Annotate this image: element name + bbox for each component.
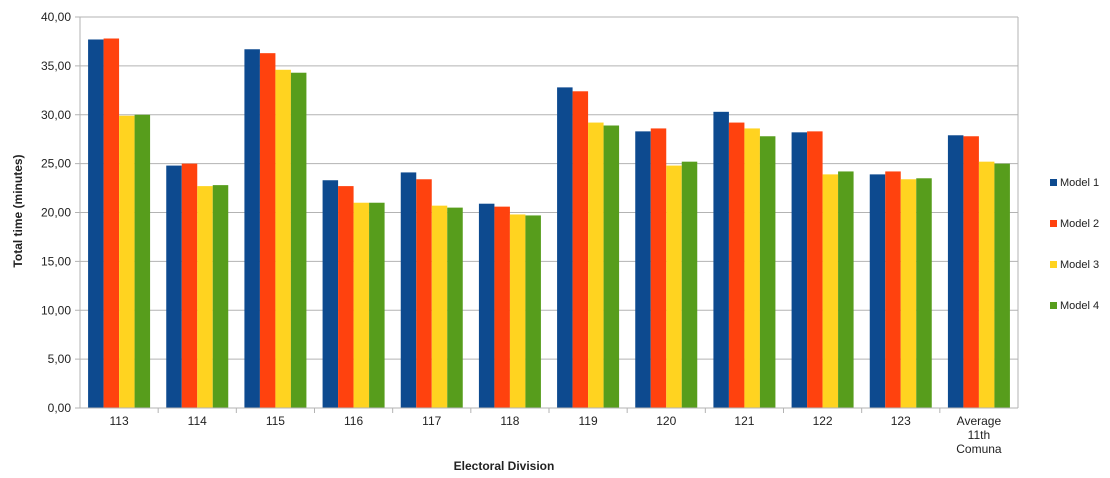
x-tick-label: 116 [344,414,363,428]
y-tick-label: 35,00 [41,59,71,73]
bar-model-1 [791,132,808,408]
bar-model-1 [400,172,417,408]
bar-model-3 [431,205,448,408]
y-tick-label: 10,00 [41,303,71,317]
x-tick-label: 119 [579,414,598,428]
x-tick-label: Average [957,414,1002,428]
bar-model-2 [572,91,589,408]
x-tick-label: 114 [188,414,207,428]
bar-model-4 [212,185,229,408]
bar-model-3 [666,165,682,408]
x-tick-label: 113 [110,414,129,428]
bar-model-2 [181,163,198,408]
x-axis-title: Electoral Division [454,459,555,473]
bar-model-4 [759,136,776,408]
bar-model-1 [166,165,182,408]
y-tick-label: 0,00 [48,401,72,415]
x-tick-label: 115 [266,414,285,428]
bar-model-4 [447,207,463,408]
bar-model-2 [494,206,510,408]
bar-model-3 [275,69,291,408]
y-tick-label: 5,00 [48,352,72,366]
bar-model-3 [900,179,917,408]
legend-label: Model 4 [1060,300,1099,312]
bar-model-2 [416,179,432,408]
bar-model-4 [681,161,698,408]
bar-model-1 [322,180,339,408]
bar-model-3 [978,161,995,408]
bar-model-3 [509,214,526,408]
bar-model-3 [822,174,839,408]
x-tick-label: 118 [500,414,519,428]
x-tick-labels: 113 114 115 116 117 118 119 120 121 122 123 Average… [110,414,1002,456]
bar-model-4 [525,215,541,408]
legend-label: Model 2 [1060,218,1099,230]
legend-label: Model 3 [1060,259,1099,271]
legend-swatch [1050,220,1057,227]
y-tick-label: 40,00 [41,10,71,24]
y-tick-label: 30,00 [41,108,71,122]
bar-model-1 [478,203,495,408]
y-tick-label: 15,00 [41,254,71,268]
bar-model-2 [650,128,667,408]
bar-model-2 [807,131,823,408]
bar-model-1 [635,131,651,408]
y-tick-label: 25,00 [41,157,71,171]
bar-model-2 [728,122,745,408]
bar-model-3 [197,186,213,408]
bar-model-2 [885,171,901,408]
x-tick-label: 11th [968,428,990,442]
legend-swatch [1050,302,1057,309]
legend-swatch [1050,179,1057,186]
legend: Model 1 Model 2 Model 3 Model 4 [1050,177,1099,312]
bar-model-4 [369,202,385,408]
y-tick-label: 20,00 [41,206,71,220]
bar-model-4 [134,114,151,408]
bar-model-3 [119,115,135,408]
bar-model-4 [838,171,854,408]
legend-swatch [1050,261,1057,268]
bar-model-1 [557,87,573,408]
bar-model-1 [244,49,260,408]
x-tick-label: 120 [656,414,676,428]
bar-model-3 [744,128,760,408]
bar-model-4 [603,125,620,408]
y-tick-labels: 0,00 5,00 10,00 15,00 20,00 25,00 30,00 35,00 40… [41,10,71,415]
x-tick-label: 123 [891,414,911,428]
axes [79,17,1019,413]
bar-model-4 [994,163,1010,408]
bar-model-4 [916,178,932,408]
bar-model-1 [713,111,729,408]
bars [88,38,1010,409]
bar-model-1 [947,135,964,408]
x-tick-label: 117 [422,414,441,428]
bar-model-3 [353,202,370,408]
bar-model-4 [290,72,307,408]
legend-label: Model 1 [1060,177,1099,189]
x-tick-label: 122 [813,414,833,428]
bar-model-2 [338,186,354,408]
y-axis-title: Total time (minutes) [11,154,25,267]
bar-model-2 [963,136,979,408]
bar-model-1 [869,174,886,408]
x-tick-label: 121 [734,414,754,428]
bar-model-2 [259,53,276,408]
x-tick-label: Comuna [956,442,1002,456]
bar-model-1 [88,39,104,409]
bar-model-2 [103,38,120,408]
grid-lines [75,16,1018,409]
bar-model-3 [588,122,604,408]
